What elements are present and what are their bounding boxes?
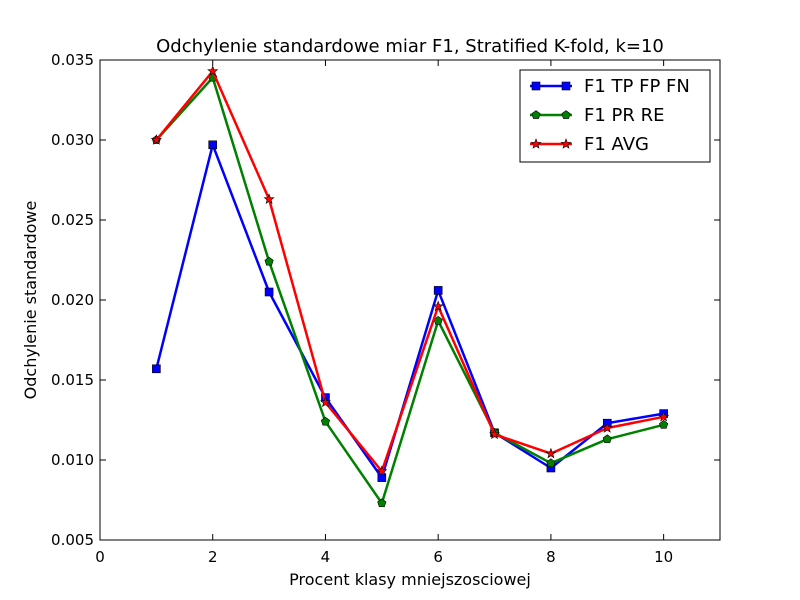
data-point xyxy=(207,65,219,76)
legend-marker xyxy=(530,138,542,149)
y-tick-label: 0.020 xyxy=(51,291,94,309)
data-point xyxy=(433,286,443,295)
data-point xyxy=(545,447,557,459)
legend: F1 TP FP FN F1 PR RE F1 AVG xyxy=(519,69,711,163)
data-point xyxy=(658,410,670,422)
y-tick-label: 0.030 xyxy=(51,131,94,149)
data-point xyxy=(488,428,501,440)
x-tick-label: 10 xyxy=(654,548,673,566)
y-axis: 0.005 0.010 0.015 0.020 0.025 0.030 0.035 xyxy=(51,51,720,549)
y-tick-label: 0.005 xyxy=(51,531,94,549)
series-3 xyxy=(150,65,670,476)
series-layer xyxy=(150,65,670,508)
legend-label: F1 TP FP FN xyxy=(584,76,690,97)
legend-marker xyxy=(561,81,571,91)
x-axis: 0 2 4 6 8 10 xyxy=(95,60,673,566)
legend-marker xyxy=(560,138,572,149)
x-tick-label: 8 xyxy=(546,548,556,566)
legend-label: F1 AVG xyxy=(584,134,649,155)
data-point xyxy=(208,140,218,150)
x-tick-label: 4 xyxy=(321,548,331,566)
data-point xyxy=(602,434,612,444)
legend-marker xyxy=(561,110,571,119)
data-point xyxy=(319,396,332,408)
data-point xyxy=(263,193,275,204)
y-axis-label: Odchylenie standardowe xyxy=(21,201,40,400)
series-line xyxy=(155,76,664,505)
data-point xyxy=(150,134,162,145)
data-point xyxy=(264,256,274,266)
data-point xyxy=(377,498,387,508)
data-point xyxy=(601,422,613,433)
data-point xyxy=(659,420,669,429)
legend-item: F1 TP FP FN xyxy=(530,76,690,97)
legend-marker xyxy=(531,110,541,119)
series-line xyxy=(155,143,664,479)
data-point xyxy=(546,458,556,468)
legend-label: F1 PR RE xyxy=(584,105,665,126)
data-point xyxy=(320,416,330,426)
chart-title: Odchylenie standardowe miar F1, Stratifi… xyxy=(156,36,664,57)
x-axis-label: Procent klasy mniejszosciowej xyxy=(289,570,531,589)
legend-marker xyxy=(531,81,541,91)
data-point xyxy=(376,465,388,476)
series-2 xyxy=(151,72,669,508)
x-tick-label: 6 xyxy=(433,548,443,566)
y-tick-label: 0.010 xyxy=(51,451,94,469)
y-tick-label: 0.025 xyxy=(51,211,94,229)
x-tick-label: 0 xyxy=(95,548,105,566)
x-tick-label: 2 xyxy=(208,548,218,566)
y-tick-label: 0.015 xyxy=(51,371,94,389)
data-point xyxy=(432,300,444,312)
data-point xyxy=(264,287,274,297)
legend-item: F1 PR RE xyxy=(530,105,665,126)
series-line xyxy=(155,69,664,473)
legend-item: F1 AVG xyxy=(530,134,649,155)
y-tick-label: 0.035 xyxy=(51,51,94,69)
data-point xyxy=(152,364,161,374)
